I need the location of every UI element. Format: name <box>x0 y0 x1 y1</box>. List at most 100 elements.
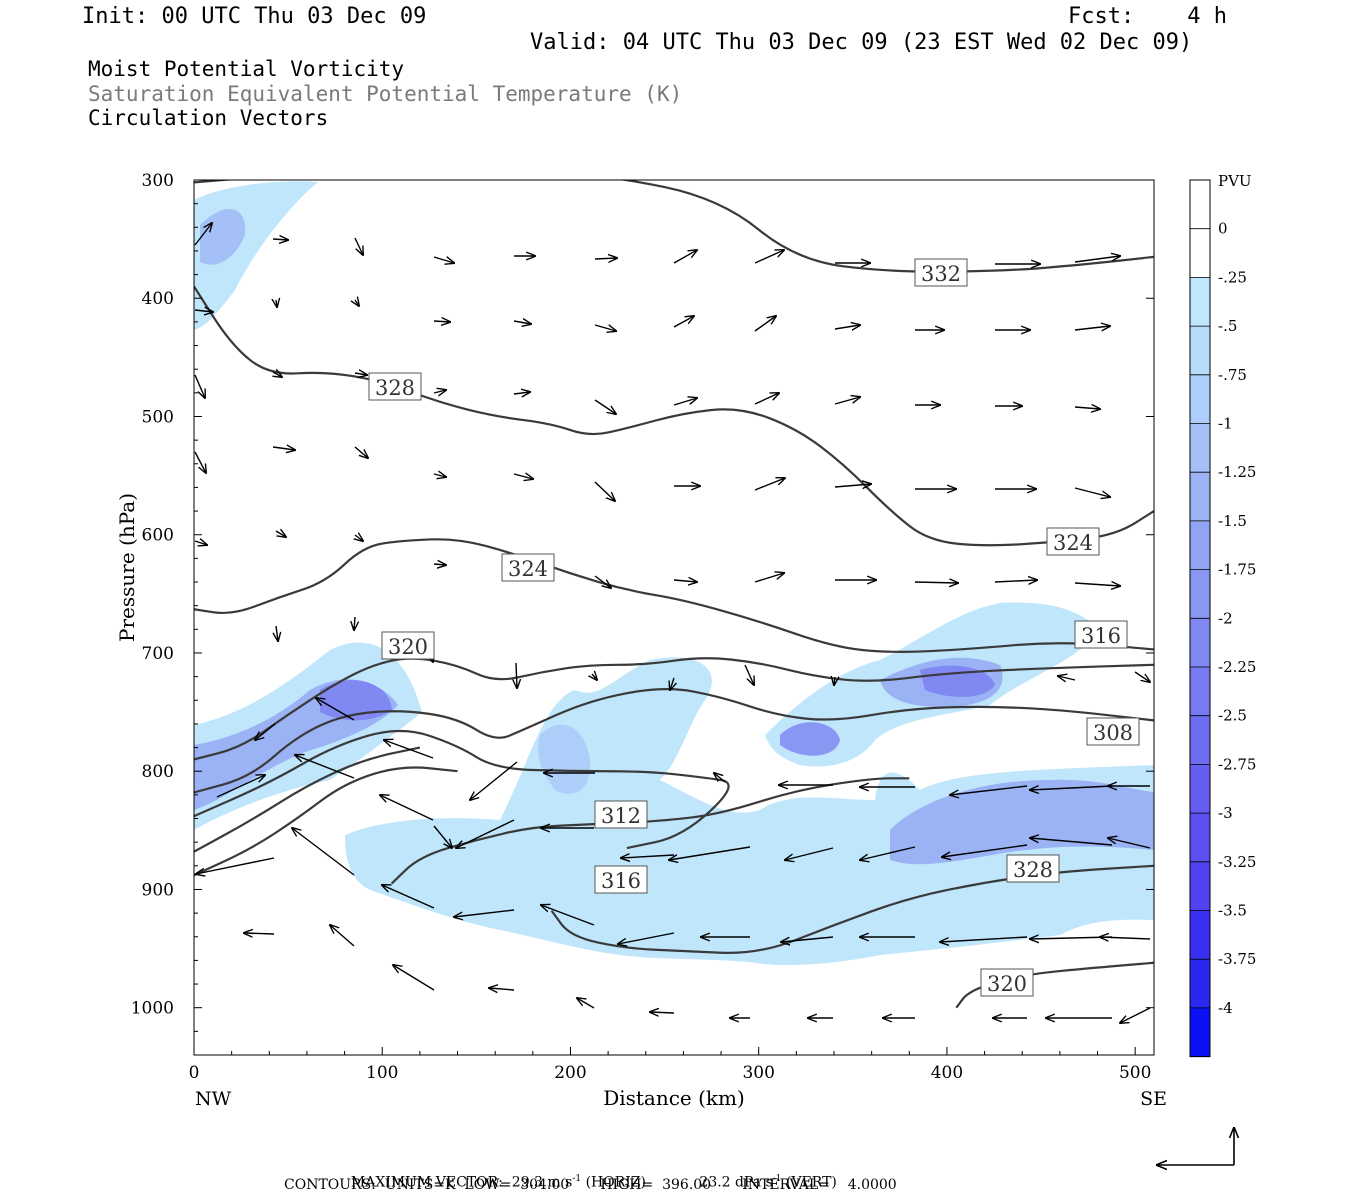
contour-line-328 <box>194 285 1154 547</box>
contour-line-320 <box>194 657 1154 761</box>
max-vector-horiz-exp: -1 <box>572 1174 582 1184</box>
colorbar-label: -2 <box>1218 609 1233 627</box>
colorbar-cell <box>1190 569 1210 619</box>
colorbar-cell <box>1190 277 1210 327</box>
circulation-vector <box>216 775 265 798</box>
circulation-vector <box>295 755 355 779</box>
contour-label-box <box>1046 527 1100 556</box>
circulation-vector <box>276 625 278 641</box>
max-vector-vert-unit: dPa s <box>735 1174 773 1191</box>
colorbar-cell <box>1190 813 1210 863</box>
circulation-vector <box>673 316 694 328</box>
contour-label: 312 <box>601 804 641 828</box>
pv-core-bullseye <box>780 722 840 756</box>
circulation-vector <box>670 677 674 690</box>
colorbar-label: 0 <box>1218 220 1228 238</box>
circulation-vector <box>433 825 452 848</box>
colorbar-label: -1.25 <box>1218 463 1256 481</box>
circulation-vector <box>382 885 435 909</box>
x-tick-label: 100 <box>366 1063 398 1083</box>
circulation-vector <box>276 300 277 307</box>
x-axis-label: Distance (km) <box>603 1086 745 1110</box>
circulation-vector <box>834 325 860 329</box>
circulation-vector <box>456 819 515 848</box>
circulation-vector <box>433 321 450 322</box>
circulation-vector <box>1100 937 1151 939</box>
contour-line-332 <box>194 180 1154 273</box>
circulation-vector <box>194 541 207 545</box>
colorbar-cell <box>1190 910 1210 960</box>
contour-label: 320 <box>388 635 428 659</box>
circulation-vector <box>940 936 1028 942</box>
contour-label-box <box>1006 854 1060 883</box>
contour-line-316 <box>194 746 421 853</box>
contour-label: 308 <box>1093 721 1133 745</box>
max-vector-horiz-unit: m s <box>547 1174 573 1191</box>
circulation-vector <box>860 846 916 860</box>
colorbar-label: -4 <box>1218 999 1233 1017</box>
colorbar-cell <box>1190 1007 1210 1058</box>
circulation-vector <box>354 616 355 630</box>
colorbar-label: -3.25 <box>1218 853 1256 871</box>
y-tick-label: 800 <box>142 762 174 782</box>
colorbar-cell <box>1190 374 1210 424</box>
contour-label: 328 <box>375 376 415 400</box>
field-theta-es: Saturation Equivalent Potential Temperat… <box>88 82 683 106</box>
max-vector-label: MAXIMUM VECTOR: <box>350 1174 503 1191</box>
circulation-vector <box>834 397 860 405</box>
circulation-vector <box>433 474 446 477</box>
max-vector-horiz-value: 29.3 <box>511 1174 543 1191</box>
circulation-vector <box>470 761 518 800</box>
circulation-vector <box>650 1012 675 1013</box>
circulation-vector <box>594 258 617 259</box>
contour-label-box <box>501 553 555 582</box>
contour-label: 328 <box>1013 858 1053 882</box>
contour-line-312 <box>194 766 458 877</box>
circulation-vector <box>194 451 206 473</box>
contour-label-box <box>381 631 435 660</box>
contour-label: 324 <box>508 557 548 581</box>
colorbar-cell <box>1190 764 1210 814</box>
y-tick-label: 600 <box>142 526 174 546</box>
colorbar-cell <box>1190 715 1210 765</box>
x-tick-label: 400 <box>931 1063 963 1083</box>
colorbar-cell <box>1190 228 1210 278</box>
circulation-vector <box>994 580 1037 582</box>
circulation-vector <box>834 484 871 487</box>
y-tick-label: 500 <box>142 407 174 427</box>
circulation-vector <box>592 674 597 680</box>
circulation-vector <box>594 325 616 331</box>
y-tick-label: 300 <box>142 171 174 191</box>
contour-line-324 <box>194 538 1154 653</box>
circulation-vector <box>942 844 1028 857</box>
max-vector-vert-exp: -1 <box>772 1174 782 1184</box>
circulation-vector <box>354 373 367 375</box>
contour-line-308 <box>194 729 730 850</box>
colorbar-label: -1 <box>1218 415 1233 433</box>
circulation-vector <box>618 932 675 944</box>
circulation-vector <box>1030 786 1113 790</box>
circulation-vector <box>316 698 355 721</box>
circulation-vector <box>754 316 776 332</box>
max-vector-line: MAXIMUM VECTOR: 29.3 m s-1 (HORIZ) 23.2 … <box>342 1158 837 1191</box>
max-vector-vert-value: 23.2 <box>699 1174 731 1191</box>
init-time: Init: 00 UTC Thu 03 Dec 09 <box>82 4 427 29</box>
colorbar-label: -2.25 <box>1218 658 1256 676</box>
circulation-vector <box>272 447 295 450</box>
circulation-vector <box>1074 326 1110 330</box>
forecast-hour: Fcst: 4 h <box>1068 4 1227 29</box>
circulation-vector <box>1030 838 1113 846</box>
colorbar-label: -.25 <box>1218 268 1247 286</box>
colorbar-cell <box>1190 472 1210 522</box>
circulation-vector <box>292 828 355 876</box>
circulation-vector <box>354 446 368 458</box>
circulation-vector <box>541 905 595 926</box>
circulation-vector <box>433 257 454 263</box>
theta-es-contours <box>194 180 1154 1009</box>
contour-label: 316 <box>601 869 641 893</box>
contour-label: 332 <box>921 262 961 286</box>
circulation-vector <box>454 909 515 917</box>
colorbar-label: -2.5 <box>1218 707 1247 725</box>
circulation-vector <box>754 250 784 264</box>
